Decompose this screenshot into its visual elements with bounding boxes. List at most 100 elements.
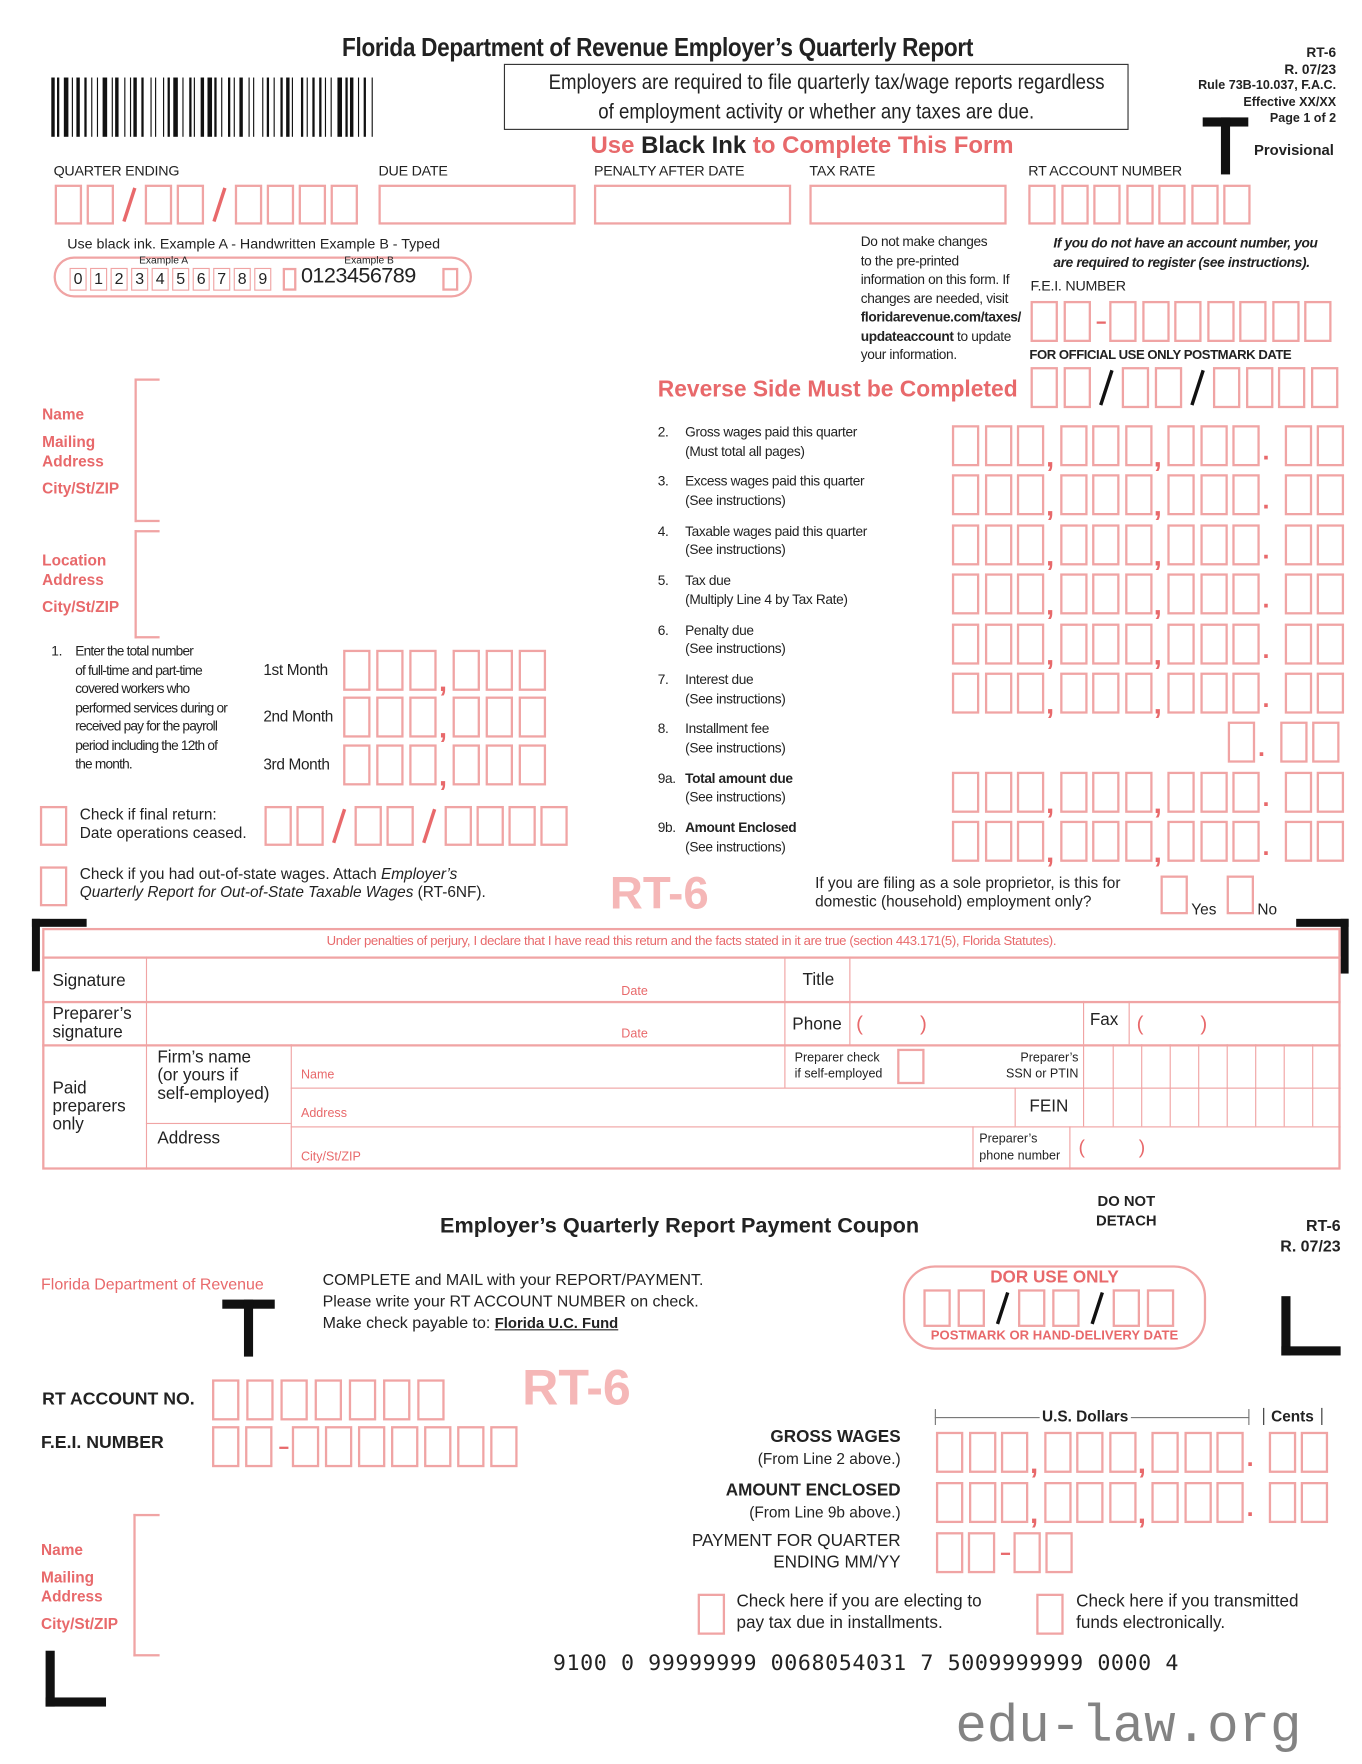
rt-account-box[interactable] [1190,184,1219,225]
line-5-box[interactable] [1124,573,1152,615]
month-3-box[interactable] [485,744,513,786]
fei-box[interactable] [1141,300,1170,342]
signature-field[interactable] [146,959,784,1001]
payment-quarter-box[interactable] [935,1532,964,1574]
line-3-box[interactable] [951,474,980,516]
line-7-box[interactable] [1284,672,1312,714]
line-2-box[interactable] [1016,425,1045,467]
amount-enclosed-box[interactable] [1151,1482,1179,1524]
gross-wages-box[interactable] [1000,1431,1029,1473]
line-9b-box[interactable] [951,821,980,863]
month-3-box[interactable] [343,744,371,786]
line-9b-box[interactable] [1092,821,1120,863]
coupon-rt-account-box[interactable] [212,1379,240,1421]
gross-wages-box[interactable] [1216,1431,1244,1473]
rt-account-box[interactable] [1223,184,1251,225]
final-return-checkbox[interactable] [39,805,68,846]
postmark-date-box[interactable] [1121,367,1150,409]
line-4-box[interactable] [984,524,1012,566]
postmark-date-box[interactable] [1310,367,1338,409]
out-of-state-checkbox[interactable] [39,866,68,907]
line-2-box[interactable] [1059,425,1087,467]
month-2-box[interactable] [518,696,547,738]
line-2-box[interactable] [1167,425,1195,467]
preparer-signature-field[interactable] [146,1003,784,1044]
gross-wages-box[interactable] [1151,1431,1179,1473]
line-3-box[interactable] [1232,474,1260,516]
line-5-box[interactable] [1316,573,1345,615]
payment-quarter-box[interactable] [1013,1532,1041,1574]
line-5-box[interactable] [1167,573,1195,615]
date-ceased-box[interactable] [264,805,292,846]
fei-box[interactable] [1206,300,1235,342]
electronic-checkbox[interactable] [1036,1593,1064,1635]
month-3-box[interactable] [409,744,437,786]
line-4-box[interactable] [1316,524,1345,566]
postmark-date-box[interactable] [1063,367,1091,409]
line-5-box[interactable] [1199,573,1228,615]
line-2-box[interactable] [1199,425,1228,467]
line-2-box[interactable] [1232,425,1260,467]
line-7-box[interactable] [1016,672,1045,714]
fei-box[interactable] [1174,300,1202,342]
quarter-ending-box[interactable] [176,184,205,225]
amount-enclosed-box[interactable] [935,1482,964,1524]
date-ceased-box[interactable] [444,805,472,846]
fei-box[interactable] [1063,300,1091,342]
amount-enclosed-box[interactable] [1000,1482,1029,1524]
line-9b-box[interactable] [1316,821,1345,863]
line-7-box[interactable] [1232,672,1260,714]
line-3-box[interactable] [1092,474,1120,516]
coupon-rt-account-box[interactable] [417,1379,445,1421]
line-3-box[interactable] [1316,474,1345,516]
date-ceased-box[interactable] [540,805,568,846]
dor-postmark-box[interactable] [1146,1289,1175,1327]
line-9b-box[interactable] [1232,821,1260,863]
firm-address-field[interactable]: Address [300,1106,347,1121]
self-employed-checkbox[interactable] [897,1048,925,1085]
tax-rate-field[interactable] [809,184,1007,225]
line-6-box[interactable] [1284,623,1312,665]
quarter-ending-box[interactable] [86,184,114,225]
gross-wages-box[interactable] [1043,1431,1072,1473]
line-6-box[interactable] [984,623,1012,665]
line-4-box[interactable] [1199,524,1228,566]
month-1-box[interactable] [343,649,371,691]
line-2-box[interactable] [1284,425,1312,467]
line-3-box[interactable] [1199,474,1228,516]
line-9b-box[interactable] [1124,821,1152,863]
line-4-box[interactable] [1059,524,1087,566]
dor-postmark-box[interactable] [957,1289,985,1327]
line-4-box[interactable] [1167,524,1195,566]
penalty-date-field[interactable] [593,184,792,225]
month-2-box[interactable] [376,696,404,738]
line-9b-box[interactable] [1059,821,1087,863]
quarter-ending-box[interactable] [330,184,358,225]
line-9a-box[interactable] [1059,771,1087,813]
month-3-box[interactable] [452,744,480,786]
postmark-date-box[interactable] [1212,367,1241,409]
line-5-box[interactable] [951,573,980,615]
no-checkbox[interactable] [1226,875,1254,915]
quarter-ending-box[interactable] [144,184,173,225]
line-3-box[interactable] [984,474,1012,516]
line-5-box[interactable] [1284,573,1312,615]
gross-wages-box[interactable] [968,1431,996,1473]
coupon-fei-box[interactable] [391,1426,419,1468]
line-7-box[interactable] [1124,672,1152,714]
fei-box[interactable] [1239,300,1267,342]
month-1-box[interactable] [518,649,547,691]
line-9a-box[interactable] [1232,771,1260,813]
fei-box[interactable] [1030,300,1058,342]
installments-checkbox[interactable] [697,1593,726,1635]
line-6-box[interactable] [1092,623,1120,665]
quarter-ending-box[interactable] [234,184,263,225]
line-7-box[interactable] [1059,672,1087,714]
phone-field[interactable]: ( ) [856,1012,927,1036]
line-9a-box[interactable] [1167,771,1195,813]
amount-enclosed-box[interactable] [1076,1482,1104,1524]
dor-postmark-box[interactable] [1112,1289,1140,1327]
month-3-box[interactable] [376,744,404,786]
line-4-box[interactable] [951,524,980,566]
payment-quarter-box[interactable] [967,1532,996,1574]
